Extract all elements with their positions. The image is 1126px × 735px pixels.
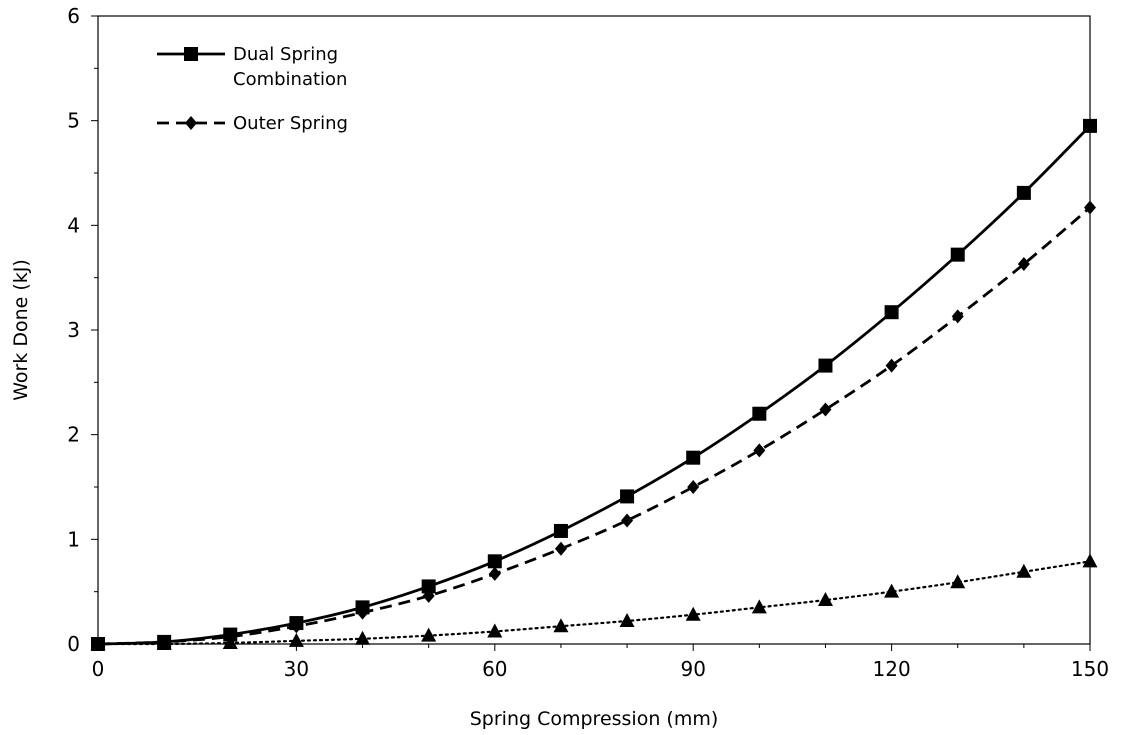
data-point bbox=[421, 579, 436, 594]
data-point bbox=[885, 358, 898, 373]
data-point bbox=[1017, 257, 1030, 272]
y-axis-label: Work Done (kJ) bbox=[10, 259, 32, 401]
x-tick-label: 150 bbox=[1071, 657, 1109, 681]
data-point bbox=[818, 358, 833, 373]
data-point bbox=[288, 632, 304, 647]
x-tick-label: 60 bbox=[482, 657, 507, 681]
data-point bbox=[619, 612, 635, 627]
data-point bbox=[752, 406, 767, 421]
data-point bbox=[884, 305, 899, 320]
data-point bbox=[553, 523, 568, 538]
x-tick-label: 30 bbox=[284, 657, 309, 681]
legend-item: Outer Spring bbox=[157, 113, 348, 134]
legend-label: Outer Spring bbox=[233, 113, 348, 134]
series-diamond bbox=[92, 200, 1096, 651]
legend-marker bbox=[185, 116, 197, 130]
series-layer bbox=[90, 118, 1098, 651]
data-point bbox=[817, 592, 833, 607]
data-point bbox=[1016, 563, 1032, 578]
legend: Dual Spring Combination Outer Spring bbox=[157, 44, 348, 134]
data-point bbox=[950, 247, 965, 262]
legend-label: Dual Spring bbox=[233, 44, 338, 65]
x-tick-label: 90 bbox=[680, 657, 705, 681]
legend-label: Combination bbox=[233, 69, 347, 90]
axis-tick-labels: 0 30 60 90 120 150 0 1 2 3 4 5 6 bbox=[67, 4, 1109, 681]
data-point bbox=[1084, 200, 1096, 215]
series-line bbox=[96, 560, 1092, 646]
data-point bbox=[686, 450, 701, 465]
data-point bbox=[487, 623, 503, 638]
data-point bbox=[422, 588, 435, 603]
series-square bbox=[91, 118, 1097, 651]
x-axis-label: Spring Compression (mm) bbox=[470, 708, 719, 730]
data-point bbox=[687, 480, 700, 494]
data-point bbox=[950, 574, 966, 589]
data-point bbox=[1016, 185, 1031, 200]
data-point bbox=[753, 443, 766, 458]
y-tick-label: 5 bbox=[67, 109, 80, 133]
data-point bbox=[884, 583, 900, 598]
data-point bbox=[1082, 553, 1098, 568]
data-point bbox=[621, 513, 634, 528]
y-tick-label: 0 bbox=[67, 632, 80, 656]
data-point bbox=[819, 402, 832, 417]
data-point bbox=[554, 541, 567, 556]
y-tick-label: 4 bbox=[67, 213, 80, 237]
axis-ticks bbox=[91, 15, 1091, 651]
data-point bbox=[553, 618, 569, 633]
x-tick-label: 0 bbox=[92, 657, 105, 681]
data-point bbox=[356, 605, 369, 620]
data-point bbox=[487, 554, 502, 569]
legend-item: Dual Spring Combination bbox=[157, 44, 347, 90]
data-point bbox=[1083, 118, 1097, 133]
data-point bbox=[620, 489, 635, 504]
series-line bbox=[97, 124, 1091, 646]
data-point bbox=[90, 636, 106, 650]
y-tick-label: 6 bbox=[67, 4, 80, 28]
series-triangle bbox=[90, 553, 1098, 650]
data-point bbox=[488, 566, 501, 581]
x-tick-label: 120 bbox=[873, 657, 911, 681]
data-point bbox=[751, 599, 767, 614]
data-point bbox=[290, 619, 303, 634]
data-point bbox=[222, 634, 238, 649]
legend-marker bbox=[184, 47, 198, 61]
y-tick-label: 3 bbox=[67, 318, 80, 342]
data-point bbox=[355, 630, 371, 645]
y-tick-label: 1 bbox=[67, 527, 80, 551]
data-point bbox=[951, 309, 964, 324]
data-point bbox=[421, 627, 437, 642]
series-line bbox=[97, 206, 1091, 646]
data-point bbox=[685, 606, 701, 621]
y-tick-label: 2 bbox=[67, 423, 80, 447]
data-point bbox=[156, 636, 172, 650]
